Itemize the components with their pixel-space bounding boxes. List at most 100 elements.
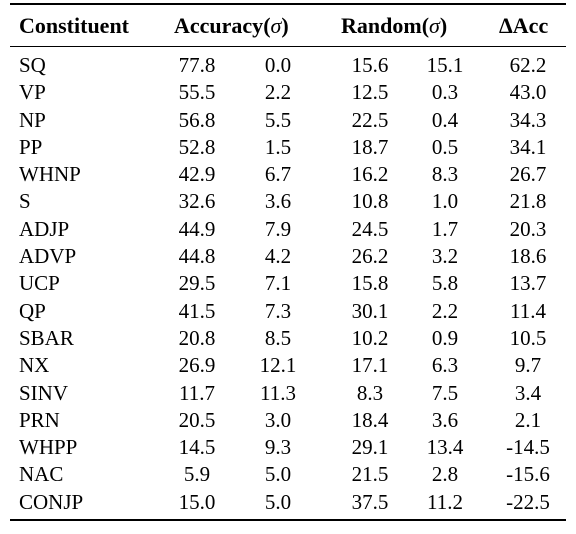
table-row: S 32.6 3.6 10.8 1.0 21.8 (10, 188, 566, 215)
cell-delta-acc: 3.4 (514, 380, 542, 405)
cell-random: 26.2 (351, 244, 389, 269)
cell-random: 18.7 (351, 134, 389, 159)
cell-random-sigma: 8.3 (431, 162, 459, 187)
cell-delta-acc: -14.5 (506, 435, 550, 460)
cell-delta-acc: 34.1 (509, 134, 547, 159)
cell-accuracy: 41.5 (178, 298, 216, 323)
cell-random-sigma: 3.2 (431, 244, 459, 269)
cell-random-sigma: 2.2 (431, 298, 459, 323)
table-row: QP 41.5 7.3 30.1 2.2 11.4 (10, 298, 566, 325)
cell-accuracy-sigma: 5.0 (264, 489, 292, 514)
cell-delta-acc: 26.7 (509, 162, 547, 187)
cell-accuracy: 14.5 (178, 435, 216, 460)
cell-accuracy-sigma: 4.2 (264, 244, 292, 269)
cell-accuracy: 32.6 (178, 189, 216, 214)
table-row: PRN 20.5 3.0 18.4 3.6 2.1 (10, 407, 566, 434)
cell-accuracy-sigma: 7.1 (264, 271, 292, 296)
cell-accuracy-sigma: 2.2 (264, 80, 292, 105)
cell-random-sigma: 0.4 (431, 107, 459, 132)
table-row: VP 55.5 2.2 12.5 0.3 43.0 (10, 79, 566, 106)
cell-delta-acc: -15.6 (506, 462, 550, 487)
cell-accuracy: 29.5 (178, 271, 216, 296)
cell-random: 21.5 (351, 462, 389, 487)
cell-accuracy: 44.9 (178, 216, 216, 241)
cell-constituent: NP (19, 107, 46, 132)
table-row: SINV 11.7 11.3 8.3 7.5 3.4 (10, 380, 566, 407)
cell-constituent: SBAR (19, 325, 74, 350)
cell-delta-acc: 34.3 (509, 107, 547, 132)
cell-random-sigma: 5.8 (431, 271, 459, 296)
cell-constituent: QP (19, 298, 46, 323)
cell-delta-acc: 10.5 (509, 325, 547, 350)
cell-random: 16.2 (351, 162, 389, 187)
cell-delta-acc: 20.3 (509, 216, 547, 241)
table-row: SBAR 20.8 8.5 10.2 0.9 10.5 (10, 325, 566, 352)
cell-delta-acc: 21.8 (509, 189, 547, 214)
bottom-rule (10, 519, 566, 522)
cell-delta-acc: 13.7 (509, 271, 547, 296)
cell-accuracy: 11.7 (179, 380, 215, 405)
cell-random: 10.8 (351, 189, 389, 214)
cell-accuracy-sigma: 1.5 (264, 134, 292, 159)
cell-random: 8.3 (356, 380, 384, 405)
cell-delta-acc: 62.2 (509, 53, 547, 77)
header-random-sigma: σ (429, 13, 440, 38)
cell-constituent: UCP (19, 271, 60, 296)
cell-constituent: SQ (19, 53, 46, 77)
table-row: WHPP 14.5 9.3 29.1 13.4 -14.5 (10, 434, 566, 461)
cell-accuracy-sigma: 11.3 (260, 380, 296, 405)
header-constituent: Constituent (19, 13, 130, 38)
cell-random: 37.5 (351, 489, 389, 514)
header-accuracy: Accuracy(σ) (174, 13, 289, 38)
cell-accuracy: 42.9 (178, 162, 216, 187)
cell-random: 24.5 (351, 216, 389, 241)
header-accuracy-label: Accuracy (174, 13, 264, 38)
cell-constituent: CONJP (19, 489, 84, 514)
cell-accuracy-sigma: 6.7 (264, 162, 292, 187)
cell-random: 15.8 (351, 271, 389, 296)
cell-random-sigma: 11.2 (427, 489, 463, 514)
cell-accuracy: 20.8 (178, 325, 216, 350)
cell-delta-acc: 2.1 (514, 407, 542, 432)
cell-accuracy-sigma: 3.0 (264, 407, 292, 432)
cell-constituent: ADJP (19, 216, 70, 241)
cell-random: 12.5 (351, 80, 389, 105)
cell-random-sigma: 2.8 (431, 462, 459, 487)
cell-random: 10.2 (351, 325, 389, 350)
cell-accuracy-sigma: 9.3 (264, 435, 292, 460)
table-row: NP 56.8 5.5 22.5 0.4 34.3 (10, 107, 566, 134)
cell-accuracy: 55.5 (178, 80, 216, 105)
table-row: WHNP 42.9 6.7 16.2 8.3 26.7 (10, 161, 566, 188)
header-rule (10, 46, 566, 47)
cell-accuracy: 56.8 (178, 107, 216, 132)
cell-accuracy-sigma: 7.3 (264, 298, 292, 323)
cell-random: 17.1 (351, 353, 389, 378)
header-random-label: Random (341, 13, 422, 38)
cell-constituent: NAC (19, 462, 64, 487)
cell-accuracy: 77.8 (178, 53, 216, 77)
cell-accuracy-sigma: 5.0 (264, 462, 292, 487)
table-row: CONJP 15.0 5.0 37.5 11.2 -22.5 (10, 489, 566, 516)
cell-delta-acc: -22.5 (506, 489, 550, 514)
cell-accuracy: 20.5 (178, 407, 216, 432)
cell-random-sigma: 0.9 (431, 325, 459, 350)
cell-random-sigma: 3.6 (431, 407, 459, 432)
table-row: NX 26.9 12.1 17.1 6.3 9.7 (10, 352, 566, 379)
cell-delta-acc: 11.4 (510, 298, 546, 323)
cell-random-sigma: 13.4 (426, 435, 464, 460)
cell-random-sigma: 1.7 (431, 216, 459, 241)
table-header: Constituent Accuracy(σ) Random(σ) ΔAcc (10, 5, 566, 46)
cell-random-sigma: 7.5 (431, 380, 459, 405)
table-row: PP 52.8 1.5 18.7 0.5 34.1 (10, 134, 566, 161)
table-row: SQ 77.8 0.0 15.6 15.1 62.2 (10, 52, 566, 79)
table-row: ADVP 44.8 4.2 26.2 3.2 18.6 (10, 243, 566, 270)
cell-accuracy-sigma: 12.1 (259, 353, 297, 378)
cell-accuracy: 5.9 (183, 462, 211, 487)
table-row: UCP 29.5 7.1 15.8 5.8 13.7 (10, 270, 566, 297)
cell-random-sigma: 0.3 (431, 80, 459, 105)
cell-accuracy-sigma: 3.6 (264, 189, 292, 214)
cell-accuracy: 26.9 (178, 353, 216, 378)
cell-constituent: S (19, 189, 31, 214)
cell-constituent: WHNP (19, 162, 81, 187)
cell-random: 29.1 (351, 435, 389, 460)
